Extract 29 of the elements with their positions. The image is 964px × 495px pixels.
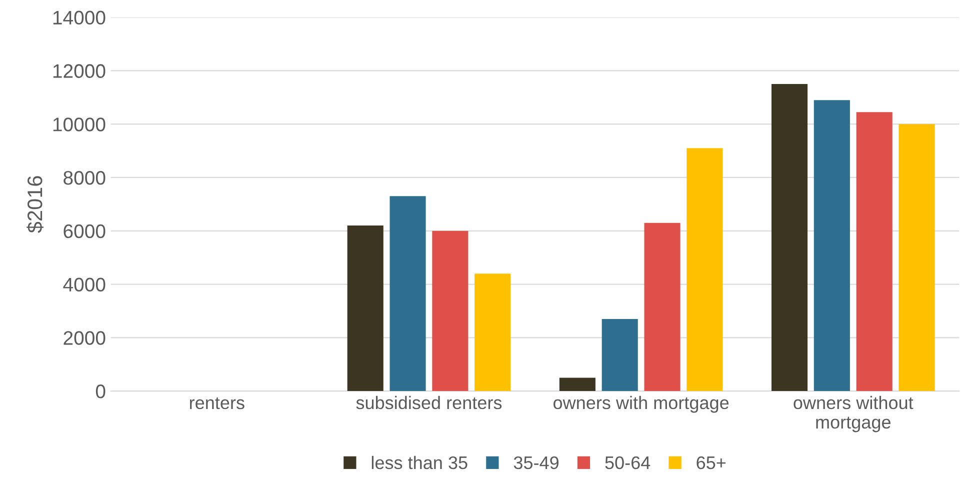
y-tick-label: 8000: [64, 170, 106, 185]
legend-label: less than 35: [372, 456, 468, 470]
y-tick-label: 0: [96, 384, 106, 398]
bar: [432, 230, 468, 392]
x-tick-label: subsidised renters: [356, 396, 502, 410]
y-axis-title: $2016: [26, 176, 44, 233]
bar: [474, 274, 511, 392]
y-tick-label: 2000: [64, 331, 106, 345]
y-tick-label: 14000: [53, 10, 106, 25]
y-tick-label: 12000: [53, 64, 106, 78]
bar: [898, 124, 935, 392]
bar: [559, 378, 596, 392]
bar: [686, 148, 723, 392]
y-tick-label: 10000: [53, 118, 106, 132]
bar: [814, 100, 850, 392]
y-tick-label: 4000: [63, 278, 106, 292]
legend-label: 65+: [696, 456, 726, 470]
bar: [602, 318, 638, 392]
x-tick-label: renters: [190, 397, 244, 410]
bar: [347, 226, 384, 392]
bar: [644, 222, 680, 392]
x-tick-label: owners with mortgage: [554, 396, 729, 413]
bar: [771, 84, 808, 392]
x-tick-label: owners without mortgage: [794, 396, 914, 432]
y-tick-label: 6000: [64, 224, 106, 238]
legend-label: 50-64: [605, 456, 650, 470]
legend-label: 35-49: [514, 456, 559, 470]
bar: [856, 112, 892, 392]
bar: [390, 196, 426, 392]
